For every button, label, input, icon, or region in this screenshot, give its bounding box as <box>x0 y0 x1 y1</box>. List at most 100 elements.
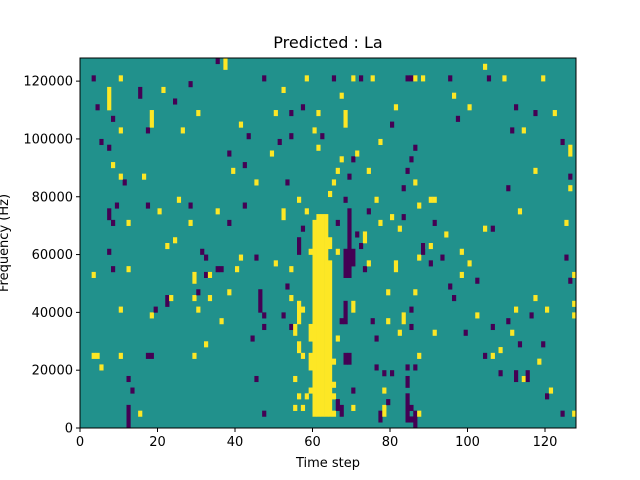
cell-high <box>328 190 333 198</box>
cell-low <box>188 81 193 88</box>
cell-high <box>541 75 546 82</box>
cell-high <box>572 300 577 307</box>
cell-low <box>215 266 220 273</box>
cell-low <box>541 341 546 348</box>
cell-high <box>459 248 464 255</box>
cell-high <box>351 300 356 313</box>
cell-high <box>188 219 193 226</box>
cell-high <box>351 75 356 82</box>
cell-low <box>452 295 457 302</box>
cell-high <box>335 248 340 255</box>
cell-high <box>432 196 437 203</box>
cell-low <box>145 352 151 359</box>
cell-low <box>413 364 418 371</box>
cell-high <box>514 306 519 313</box>
cell-low <box>262 323 267 331</box>
cell-low <box>215 58 220 65</box>
cell-low <box>448 283 453 290</box>
cell-low <box>405 167 410 174</box>
cell-low <box>506 318 511 325</box>
cell-low <box>165 295 170 307</box>
cell-low <box>262 410 267 417</box>
y-tick-label: 20000 <box>32 364 73 379</box>
cell-low <box>95 104 100 111</box>
cell-low <box>359 243 364 250</box>
cell-low <box>351 387 356 394</box>
cell-high <box>331 358 337 365</box>
y-tick-label: 100000 <box>23 132 73 147</box>
cell-high <box>331 393 337 400</box>
x-tick-label: 60 <box>304 435 321 450</box>
cell-high <box>428 243 433 250</box>
cell-high <box>397 329 402 336</box>
cell-high <box>339 92 344 99</box>
cell-low <box>390 370 395 377</box>
cell-low <box>514 370 519 383</box>
cell-high <box>238 254 244 261</box>
cell-high <box>118 306 123 313</box>
cell-high <box>273 110 278 117</box>
cell-low <box>475 277 480 284</box>
cell-high <box>331 179 337 186</box>
cell-low <box>111 115 116 122</box>
x-tick-label: 120 <box>533 435 558 450</box>
cell-low <box>196 289 201 296</box>
cell-low <box>440 254 445 261</box>
cell-high <box>421 75 426 82</box>
cell-low <box>289 323 294 331</box>
cell-high <box>192 295 197 302</box>
cell-low <box>545 393 550 400</box>
cell-low <box>490 323 495 331</box>
cell-low <box>463 329 468 336</box>
cell-low <box>448 75 453 82</box>
cell-high <box>378 138 383 146</box>
cell-low <box>126 404 131 429</box>
cell-high <box>444 231 449 238</box>
cell-low <box>409 416 414 423</box>
heatmap-cells <box>91 58 577 429</box>
cell-high <box>467 104 472 111</box>
cell-low <box>529 312 534 319</box>
cell-high <box>382 404 387 417</box>
cell-high <box>304 208 309 215</box>
cell-high <box>572 312 577 319</box>
plot-frame <box>79 57 577 429</box>
cell-high <box>118 352 123 359</box>
cell-high <box>308 323 313 342</box>
cell-high <box>293 404 298 411</box>
cell-high <box>362 231 368 244</box>
cell-low <box>409 306 414 313</box>
cell-low <box>405 375 410 388</box>
cell-low <box>200 248 205 255</box>
cell-low <box>355 231 360 238</box>
cell-high <box>428 196 433 203</box>
cell-high <box>432 329 437 336</box>
cell-high <box>297 196 302 203</box>
cell-low <box>262 75 267 82</box>
cell-low <box>227 219 232 226</box>
cell-low <box>362 266 368 273</box>
cell-low <box>335 399 340 411</box>
y-tick-label: 80000 <box>32 190 73 205</box>
x-tick-label: 0 <box>76 435 84 450</box>
cell-high <box>157 208 162 215</box>
cell-low <box>386 399 391 406</box>
cell-low <box>145 127 151 134</box>
cell-high <box>374 196 379 203</box>
cell-low <box>432 219 437 226</box>
cell-high <box>308 248 313 255</box>
cell-high <box>417 202 422 209</box>
cell-low <box>359 75 364 82</box>
cell-low <box>409 75 414 82</box>
cell-high <box>386 289 391 296</box>
cell-low <box>107 208 112 221</box>
cell-low <box>204 254 209 261</box>
cell-high <box>328 260 333 417</box>
cell-high <box>289 266 294 273</box>
cell-high <box>393 260 399 273</box>
cell-high <box>521 375 526 383</box>
cell-high <box>413 289 418 296</box>
cell-high <box>490 352 495 359</box>
cell-low <box>347 208 352 278</box>
cell-low <box>339 404 344 417</box>
